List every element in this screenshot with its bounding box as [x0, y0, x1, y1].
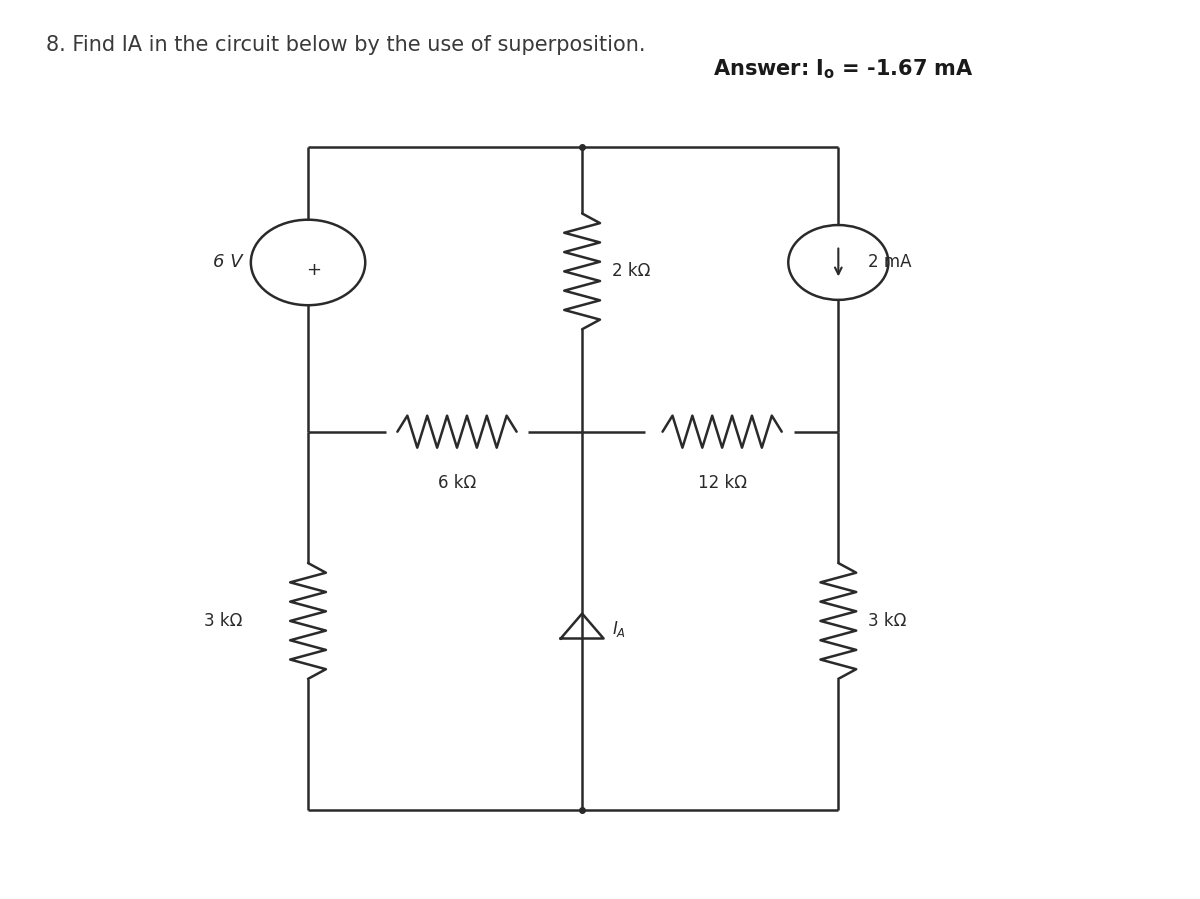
Text: 8. Find IA in the circuit below by the use of superposition.: 8. Find IA in the circuit below by the u… [46, 35, 646, 56]
Text: 3 kΩ: 3 kΩ [204, 612, 242, 630]
Text: 2 kΩ: 2 kΩ [612, 263, 650, 280]
Text: 3 kΩ: 3 kΩ [868, 612, 906, 630]
Text: 6 V: 6 V [212, 254, 242, 271]
Text: +: + [306, 261, 322, 279]
Text: 6 kΩ: 6 kΩ [438, 475, 476, 493]
Text: 2 mA: 2 mA [868, 254, 912, 271]
Text: 12 kΩ: 12 kΩ [697, 475, 746, 493]
Text: Answer: $\mathbf{I_o}$ = -1.67 mA: Answer: $\mathbf{I_o}$ = -1.67 mA [713, 58, 974, 81]
Text: $I_A$: $I_A$ [612, 619, 626, 638]
